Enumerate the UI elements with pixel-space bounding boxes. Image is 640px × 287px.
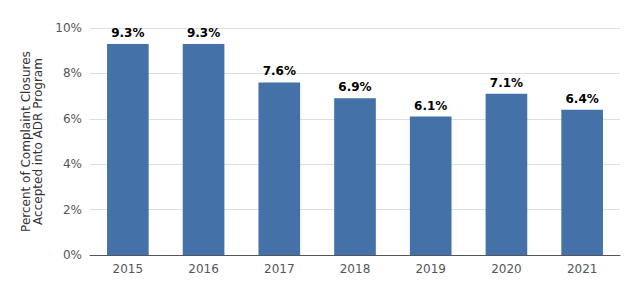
svg-text:6.4%: 6.4% bbox=[566, 92, 599, 106]
svg-text:0%: 0% bbox=[63, 248, 82, 262]
svg-text:6.9%: 6.9% bbox=[338, 80, 371, 94]
svg-text:2016: 2016 bbox=[188, 262, 219, 276]
svg-text:7.1%: 7.1% bbox=[490, 76, 523, 90]
svg-text:4%: 4% bbox=[63, 157, 82, 171]
svg-text:6%: 6% bbox=[63, 112, 82, 126]
svg-text:2018: 2018 bbox=[340, 262, 371, 276]
svg-text:2017: 2017 bbox=[264, 262, 295, 276]
svg-text:2021: 2021 bbox=[567, 262, 598, 276]
svg-text:2%: 2% bbox=[63, 203, 82, 217]
svg-text:Accepted into ADR Program: Accepted into ADR Program bbox=[31, 58, 45, 225]
svg-text:2020: 2020 bbox=[491, 262, 522, 276]
svg-text:9.3%: 9.3% bbox=[187, 26, 220, 40]
svg-text:6.1%: 6.1% bbox=[414, 99, 447, 113]
svg-text:9.3%: 9.3% bbox=[111, 26, 144, 40]
svg-text:Percent of Complaint Closures: Percent of Complaint Closures bbox=[19, 51, 34, 232]
svg-text:8%: 8% bbox=[63, 66, 82, 80]
svg-text:2015: 2015 bbox=[113, 262, 144, 276]
svg-text:2019: 2019 bbox=[415, 262, 446, 276]
svg-text:10%: 10% bbox=[55, 21, 82, 35]
svg-text:7.6%: 7.6% bbox=[263, 64, 296, 78]
